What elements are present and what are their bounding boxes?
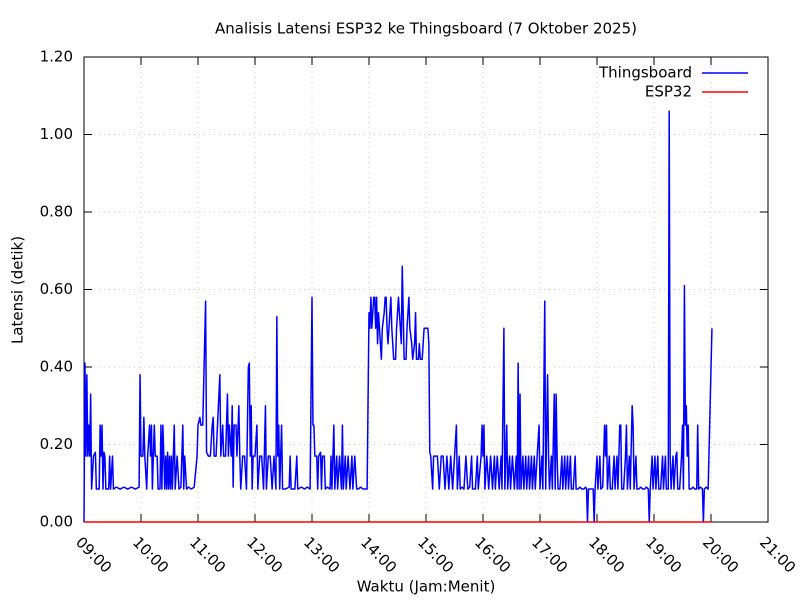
x-tick-label: 12:00 xyxy=(243,533,286,576)
y-tick-label: 1.20 xyxy=(40,48,73,66)
x-tick-label: 19:00 xyxy=(642,533,685,576)
x-tick-label: 17:00 xyxy=(528,533,571,576)
y-tick-label: 0.00 xyxy=(40,513,73,531)
y-tick-label: 0.20 xyxy=(40,435,73,453)
x-tick-label: 10:00 xyxy=(129,533,172,576)
x-tick-label: 20:00 xyxy=(699,533,742,576)
y-tick-label: 1.00 xyxy=(40,125,73,143)
x-tick-label: 18:00 xyxy=(585,533,628,576)
y-axis-label: Latensi (detik) xyxy=(9,236,27,344)
legend-label: Thingsboard xyxy=(598,64,692,82)
x-tick-label: 11:00 xyxy=(186,533,229,576)
chart-title: Analisis Latensi ESP32 ke Thingsboard (7… xyxy=(215,20,637,38)
x-tick-label: 14:00 xyxy=(357,533,400,576)
x-axis-label: Waktu (Jam:Menit) xyxy=(357,578,496,596)
series-line xyxy=(83,110,713,523)
y-tick-label: 0.40 xyxy=(40,358,73,376)
legend-label: ESP32 xyxy=(645,83,692,101)
x-tick-label: 09:00 xyxy=(72,533,115,576)
x-tick-label: 13:00 xyxy=(300,533,343,576)
x-tick-label: 21:00 xyxy=(756,533,799,576)
y-tick-label: 0.60 xyxy=(40,280,73,298)
y-tick-label: 0.80 xyxy=(40,203,73,221)
x-tick-label: 16:00 xyxy=(471,533,514,576)
x-tick-label: 15:00 xyxy=(414,533,457,576)
